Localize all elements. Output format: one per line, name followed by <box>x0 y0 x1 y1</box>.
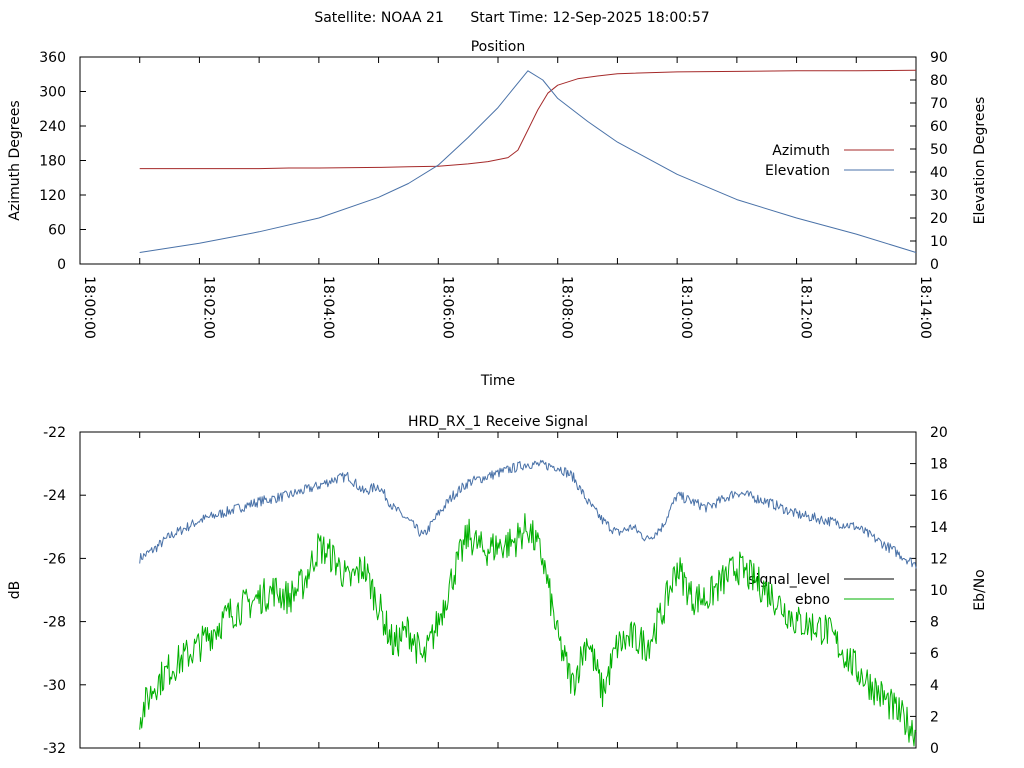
y2-tick-label: 2 <box>930 709 939 725</box>
satellite-label: Satellite: NOAA 21 <box>314 10 444 26</box>
x-tick-label: 18:00:00 <box>81 276 97 339</box>
y-tick-label: 300 <box>39 85 66 101</box>
series-line-azimuth <box>139 69 917 170</box>
x-tick-label: 18:10:00 <box>678 276 694 339</box>
y-tick-label: -22 <box>43 425 66 441</box>
y2-tick-label: 40 <box>930 165 948 181</box>
series-line-ebno <box>139 513 917 747</box>
x-tick-label: 18:06:00 <box>439 276 455 339</box>
x-axis-label: Time <box>480 373 515 389</box>
plot-frame <box>79 56 917 265</box>
plot-frame <box>79 431 917 749</box>
x-tick-label: 18:12:00 <box>798 276 814 339</box>
y2-tick-label: 12 <box>930 551 948 567</box>
y-tick-label: -28 <box>43 615 66 631</box>
y2-tick-label: 16 <box>930 488 948 504</box>
x-tick-label: 18:04:00 <box>320 276 336 339</box>
y2-tick-label: 18 <box>930 457 948 473</box>
y-axis-label: dB <box>7 581 23 600</box>
y2-tick-label: 90 <box>930 50 948 66</box>
x-tick-label: 18:02:00 <box>200 276 216 339</box>
legend-label: signal_level <box>748 572 830 588</box>
y2-tick-label: 4 <box>930 678 939 694</box>
y-tick-label: -30 <box>43 678 66 694</box>
y-tick-label: 360 <box>39 50 66 66</box>
y-tick-label: 180 <box>39 154 66 170</box>
y2-tick-label: 10 <box>930 234 948 250</box>
y2-tick-label: 60 <box>930 119 948 135</box>
legend-label: Elevation <box>765 163 830 179</box>
chart-title: Position <box>471 39 526 55</box>
y-tick-label: -26 <box>43 551 66 567</box>
y2-tick-label: 0 <box>930 257 939 273</box>
y-tick-label: -32 <box>43 741 66 757</box>
y-tick-label: 120 <box>39 188 66 204</box>
y2-tick-label: 20 <box>930 425 948 441</box>
legend-label: Azimuth <box>772 143 830 159</box>
chart-title: HRD_RX_1 Receive Signal <box>408 414 588 430</box>
y2-tick-label: 14 <box>930 520 948 536</box>
y2-tick-label: 80 <box>930 73 948 89</box>
y-tick-label: 60 <box>48 223 66 239</box>
y2-tick-label: 30 <box>930 188 948 204</box>
start-time-label: Start Time: 12-Sep-2025 18:00:57 <box>470 10 709 26</box>
y2-tick-label: 8 <box>930 615 939 631</box>
y-tick-label: 0 <box>57 257 66 273</box>
x-tick-label: 18:14:00 <box>917 276 933 339</box>
y-tick-label: 240 <box>39 119 66 135</box>
figure-header: Satellite: NOAA 21 Start Time: 12-Sep-20… <box>314 10 709 26</box>
y2-tick-label: 6 <box>930 646 939 662</box>
y2-tick-label: 20 <box>930 211 948 227</box>
legend-label: ebno <box>795 592 830 608</box>
y2-axis-label: Elevation Degrees <box>972 97 988 225</box>
y2-tick-label: 10 <box>930 583 948 599</box>
series-line-signal-level <box>139 459 917 569</box>
y2-tick-label: 50 <box>930 142 948 158</box>
y2-tick-label: 0 <box>930 741 939 757</box>
x-tick-label: 18:08:00 <box>559 276 575 339</box>
series-line-elevation <box>139 70 917 253</box>
y2-axis-label: Eb/No <box>972 569 988 611</box>
y-axis-label: Azimuth Degrees <box>7 100 23 220</box>
y2-tick-label: 70 <box>930 96 948 112</box>
y-tick-label: -24 <box>43 488 66 504</box>
position-chart: Position 0 60 120 180 240 300 360 0 10 20 30 40 50 60 7… <box>7 39 988 389</box>
receive-signal-chart: HRD_RX_1 Receive Signal -32 -30 -28 -26 -24 -2… <box>7 414 988 757</box>
